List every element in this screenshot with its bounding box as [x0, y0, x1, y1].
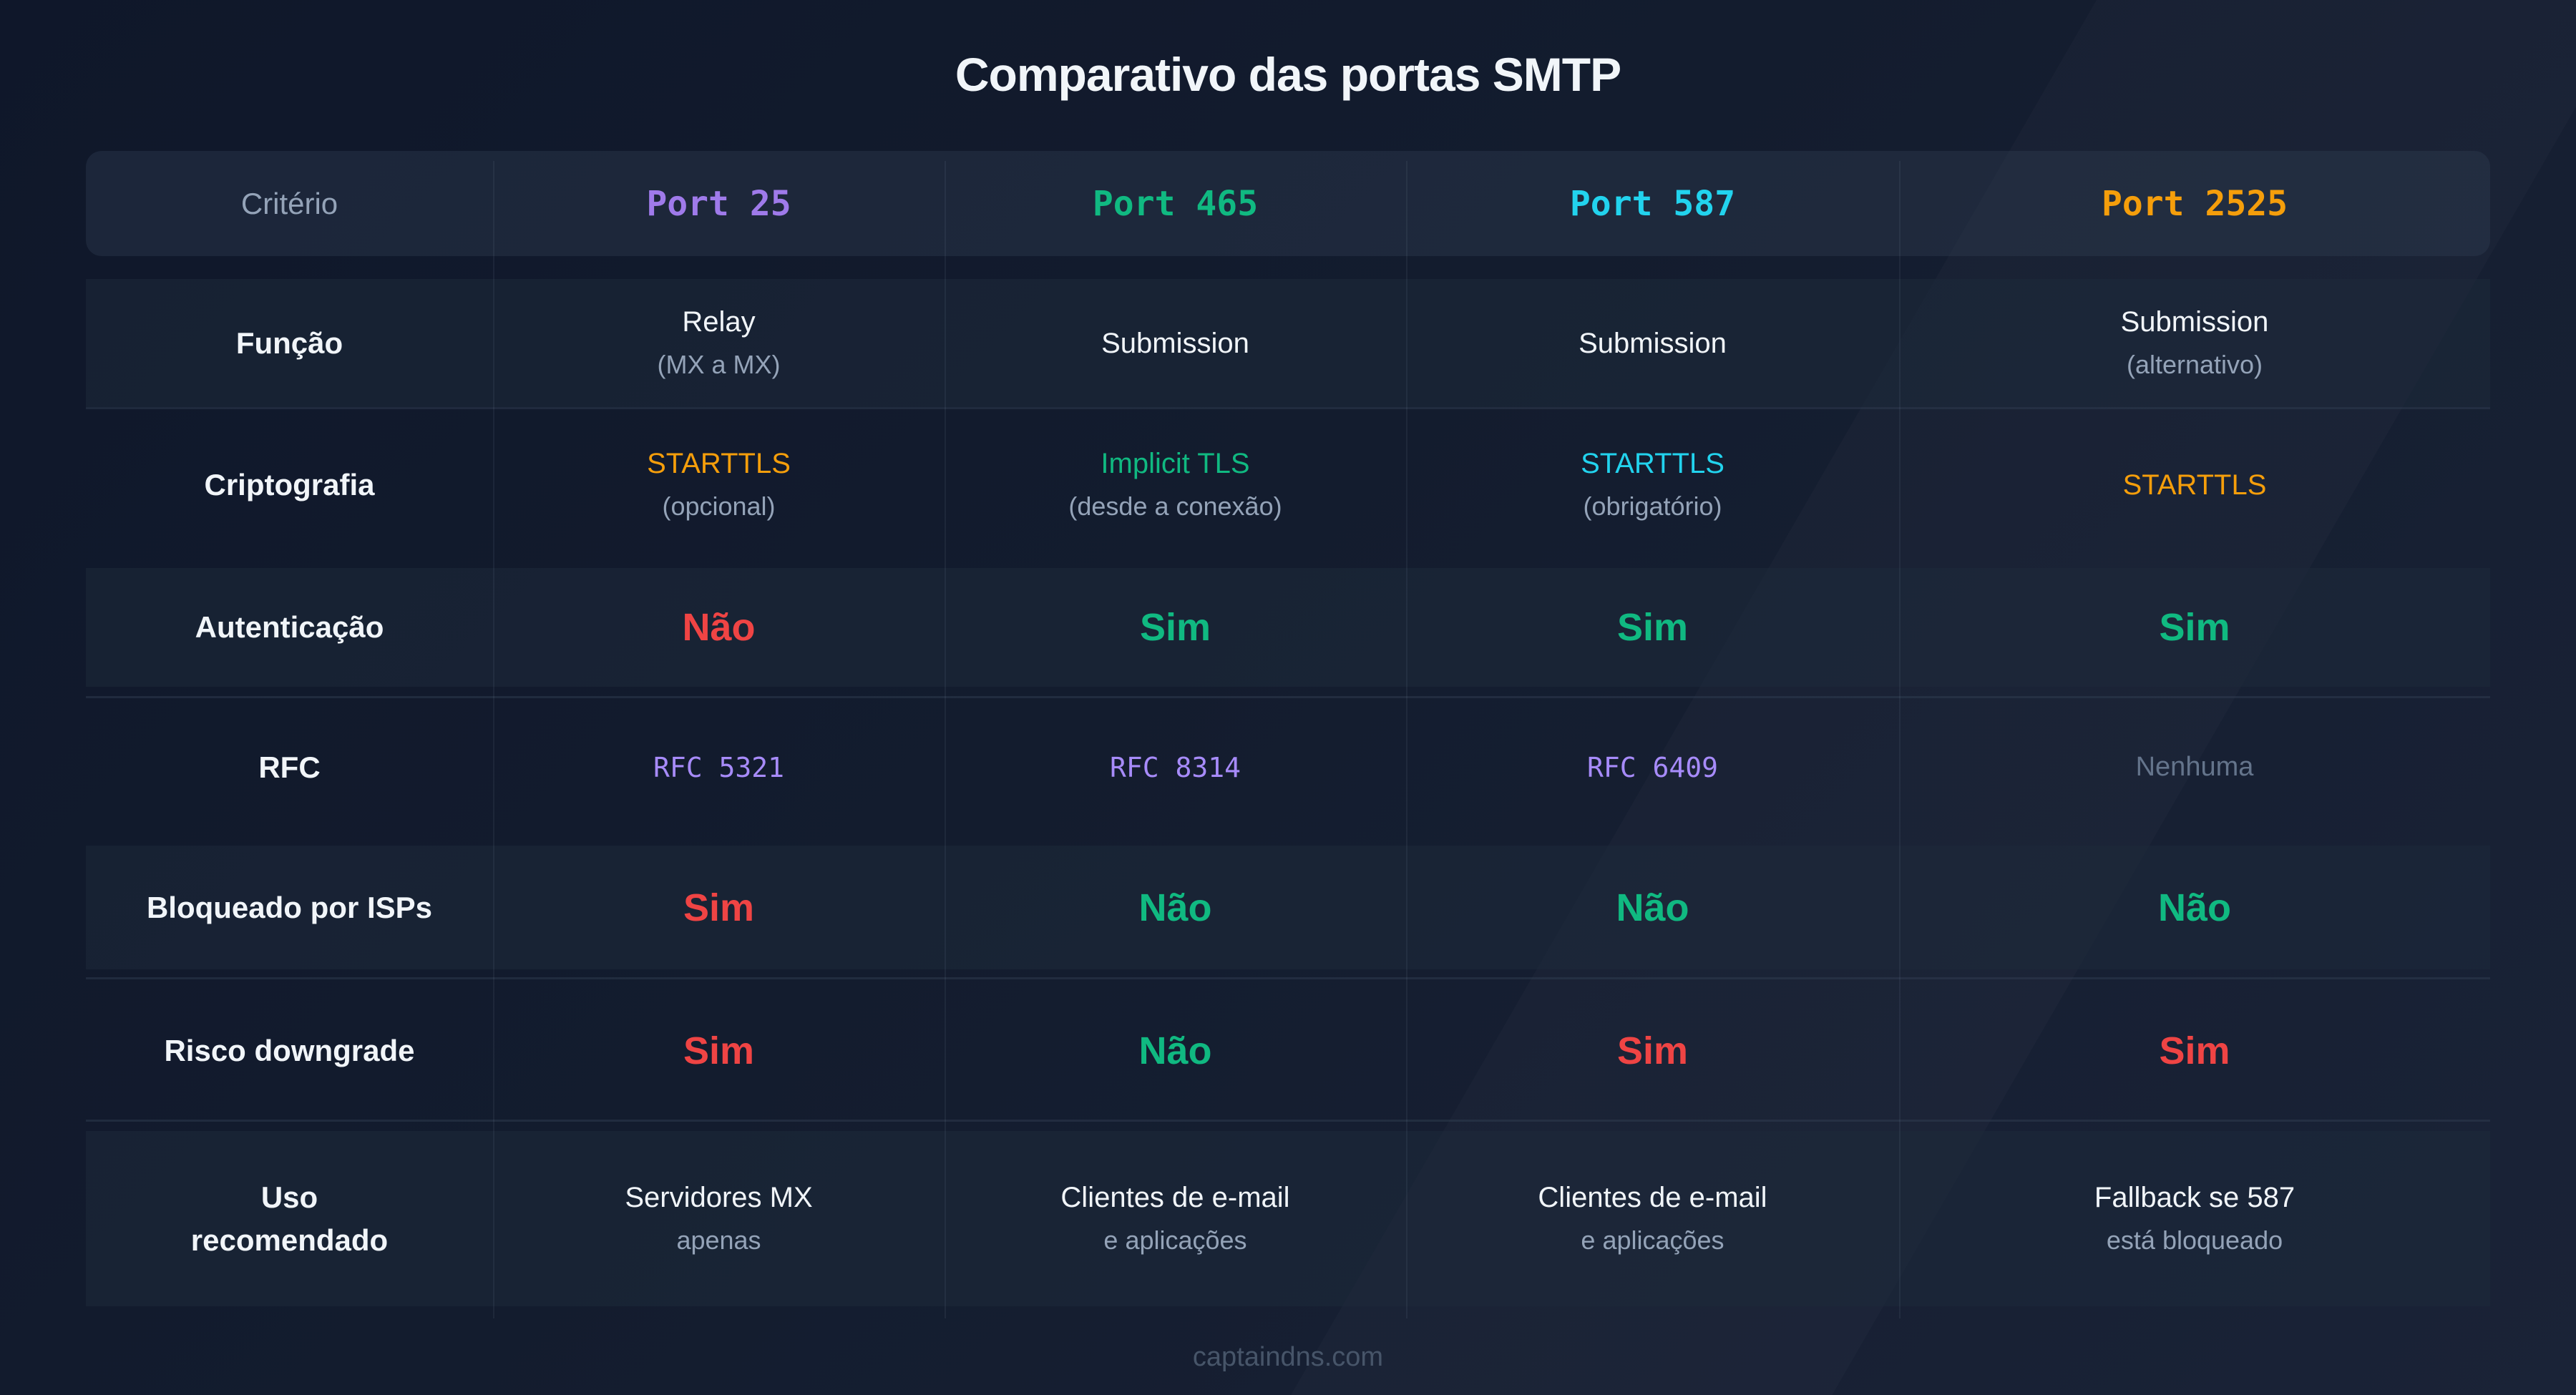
no-value: Não — [1616, 886, 1689, 929]
rfc-value: RFC 8314 — [1109, 751, 1241, 783]
cell-main: Servidores MX — [625, 1181, 813, 1213]
port-587-label: Port 587 — [1569, 183, 1736, 224]
no-value: Não — [1138, 1029, 1212, 1072]
row-label: Autenticação — [195, 610, 384, 644]
cell-main: Submission — [1579, 327, 1727, 359]
header-port-587: Port 587 — [1406, 151, 1899, 256]
column-divider — [945, 161, 946, 1318]
row-label-line1: Uso — [260, 1180, 318, 1214]
yes-value: Sim — [2159, 1029, 2230, 1072]
cell-main: Fallback se 587 — [2094, 1181, 2296, 1213]
table-header-row: Critério Port 25 Port 465 Port 587 Port … — [86, 151, 2490, 256]
yes-value: Sim — [683, 886, 755, 929]
yes-value: Sim — [1139, 606, 1211, 649]
row-label: Risco downgrade — [164, 1034, 415, 1067]
row-divider — [86, 1120, 2490, 1122]
table-row-bloqueado: Bloqueado por ISPs Sim Não Não Não — [86, 846, 2490, 969]
cell-main: Clientes de e-mail — [1060, 1181, 1290, 1213]
footer-watermark: captaindns.com — [1192, 1342, 1384, 1372]
table-row-risco: Risco downgrade Sim Não Sim Sim — [86, 977, 2490, 1122]
cell-sub: (obrigatório) — [1583, 491, 1722, 521]
table-row-criptografia: Criptografia STARTTLS (opcional) Implici… — [86, 407, 2490, 561]
no-value: Não — [2157, 886, 2231, 929]
cell-sub: apenas — [676, 1225, 761, 1255]
header-criterion: Critério — [86, 151, 493, 256]
header-port-2525: Port 2525 — [1899, 151, 2490, 256]
no-value: Não — [682, 606, 756, 649]
row-label: Criptografia — [204, 468, 375, 501]
cell-sub: e aplicações — [1103, 1225, 1247, 1255]
port-465-label: Port 465 — [1092, 183, 1259, 224]
column-divider — [1406, 161, 1407, 1318]
port-25-label: Port 25 — [646, 183, 791, 224]
cell-sub: está bloqueado — [2106, 1225, 2283, 1255]
header-criterion-label: Critério — [240, 186, 338, 220]
table-row-rfc: RFC RFC 5321 RFC 8314 RFC 6409 Nenhuma — [86, 696, 2490, 836]
row-label: RFC — [258, 750, 321, 784]
encryption-value: Implicit TLS — [1101, 448, 1250, 479]
rfc-none-value: Nenhuma — [2135, 752, 2254, 782]
header-port-465: Port 465 — [945, 151, 1406, 256]
encryption-value: STARTTLS — [2122, 469, 2267, 501]
no-value: Não — [1138, 886, 1212, 929]
header-port-25: Port 25 — [493, 151, 945, 256]
yes-value: Sim — [683, 1029, 755, 1072]
encryption-value: STARTTLS — [1581, 448, 1724, 479]
yes-value: Sim — [2159, 606, 2230, 649]
row-label-line2: recomendado — [190, 1223, 389, 1257]
cell-main: Clientes de e-mail — [1538, 1181, 1767, 1213]
cell-sub: (desde a conexão) — [1068, 491, 1282, 521]
cell-sub: (MX a MX) — [657, 349, 781, 379]
cell-main: Submission — [1101, 327, 1249, 359]
page-title: Comparativo das portas SMTP — [955, 48, 1621, 101]
cell-sub: e aplicações — [1581, 1225, 1724, 1255]
column-divider — [493, 161, 494, 1318]
column-divider — [1899, 161, 1901, 1318]
yes-value: Sim — [1616, 1029, 1689, 1072]
table-row-autenticacao: Autenticação Não Sim Sim Sim — [86, 568, 2490, 687]
rfc-value: RFC 5321 — [653, 751, 785, 783]
cell-main: Submission — [2120, 305, 2269, 338]
port-2525-label: Port 2525 — [2101, 183, 2288, 224]
row-label: Bloqueado por ISPs — [146, 890, 433, 924]
encryption-value: STARTTLS — [647, 448, 791, 479]
cell-sub: (alternativo) — [2126, 349, 2263, 379]
yes-value: Sim — [1616, 606, 1689, 649]
rfc-value: RFC 6409 — [1586, 751, 1719, 783]
cell-main: Relay — [682, 305, 756, 338]
row-label: Função — [235, 326, 343, 360]
table-row-uso: Uso recomendado Servidores MX apenas Cli… — [86, 1120, 2490, 1306]
cell-sub: (opcional) — [662, 491, 776, 521]
table-row-funcao: Função Relay (MX a MX) Submission Submis… — [86, 279, 2490, 407]
